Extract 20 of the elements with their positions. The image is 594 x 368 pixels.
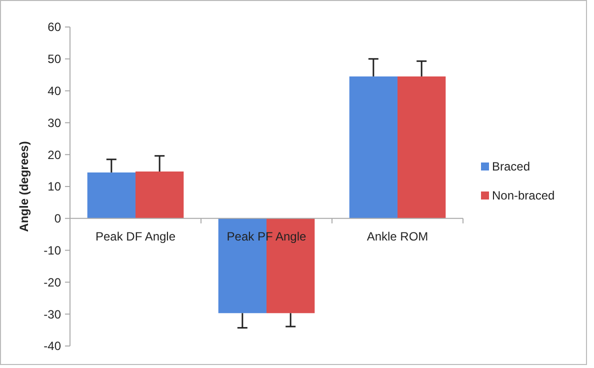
bar bbox=[136, 172, 184, 218]
x-tick-label: Ankle ROM bbox=[366, 229, 428, 244]
y-tick-label: -20 bbox=[44, 275, 62, 290]
y-tick-label: -30 bbox=[44, 307, 62, 322]
y-tick-label: 40 bbox=[48, 84, 62, 98]
x-tick-label: Peak DF Angle bbox=[95, 229, 176, 244]
y-tick-label: -40 bbox=[44, 339, 62, 354]
legend-label: Non-braced bbox=[492, 188, 555, 203]
y-tick-label: 50 bbox=[48, 52, 62, 66]
y-tick-label: 0 bbox=[54, 212, 62, 226]
y-tick-label: 30 bbox=[48, 116, 62, 130]
legend-label: Braced bbox=[492, 160, 530, 174]
bar bbox=[87, 172, 136, 218]
y-tick-label: 60 bbox=[48, 20, 62, 34]
bar bbox=[349, 76, 398, 218]
bar bbox=[398, 76, 446, 218]
y-tick-label: 10 bbox=[48, 180, 62, 194]
y-tick-label: -10 bbox=[44, 244, 62, 258]
y-axis-title: Angle (degrees) bbox=[17, 141, 31, 232]
y-tick-label: 20 bbox=[48, 148, 62, 162]
